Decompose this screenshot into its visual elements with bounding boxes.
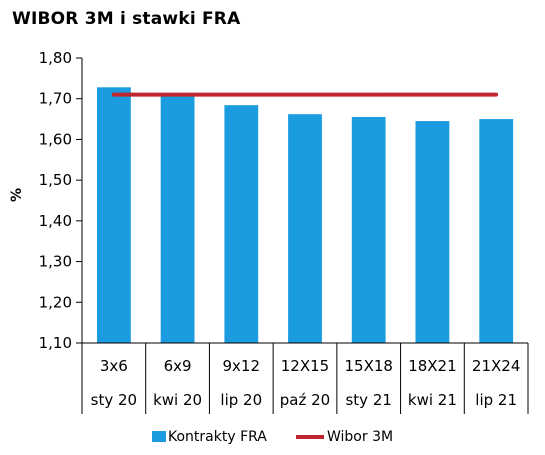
x-category-sublabel: sty 21 [345,391,391,409]
x-category-sublabel: kwi 20 [153,391,202,409]
y-tick-label: 1,50 [39,171,72,189]
y-tick-labels: 1,10 1,20 1,30 1,40 1,50 1,60 1,70 1,80 [39,49,72,352]
x-category-sublabel: lip 20 [220,391,262,409]
x-category-label: 12X15 [281,357,329,375]
legend-label-fra: Kontrakty FRA [168,429,267,445]
bar-7 [479,119,514,343]
y-tick-label: 1,60 [39,130,72,148]
x-category-sublabel: paź 20 [280,391,330,409]
x-category-label: 9x12 [223,357,261,375]
axes [76,57,529,414]
y-tick-label: 1,20 [39,293,72,311]
bar-6 [415,121,450,343]
x-category-sublabel: sty 20 [91,391,137,409]
y-tick-label: 1,40 [39,212,72,230]
x-category-label: 6x9 [164,357,192,375]
y-tick-label: 1,80 [39,49,72,67]
legend-swatch-fra [152,431,166,442]
x-category-sublabel: lip 21 [475,391,517,409]
bar-4 [288,114,322,343]
legend: Kontrakty FRA Wibor 3M [152,429,393,445]
x-category-table: 3x6 sty 20 6x9 kwi 20 9x12 lip 20 12X15 paź 20 1… [91,357,521,409]
y-tick-label: 1,10 [39,334,72,352]
chart-title: WIBOR 3M i stawki FRA [12,9,241,29]
x-category-label: 21X24 [472,357,520,375]
y-axis-title: % [9,188,25,202]
bar-2 [160,93,195,343]
y-tick-label: 1,70 [39,90,72,108]
bar-3 [224,105,259,343]
legend-label-wibor: Wibor 3M [327,429,393,445]
bar-1 [97,87,131,343]
bar-series [97,87,514,343]
x-category-label: 3x6 [100,357,128,375]
x-category-sublabel: kwi 21 [408,391,457,409]
y-tick-label: 1,30 [39,253,72,271]
y-axis-title-group: % [9,188,25,202]
x-category-label: 18X21 [408,357,456,375]
x-category-label: 15X18 [344,357,392,375]
bar-5 [351,117,386,343]
